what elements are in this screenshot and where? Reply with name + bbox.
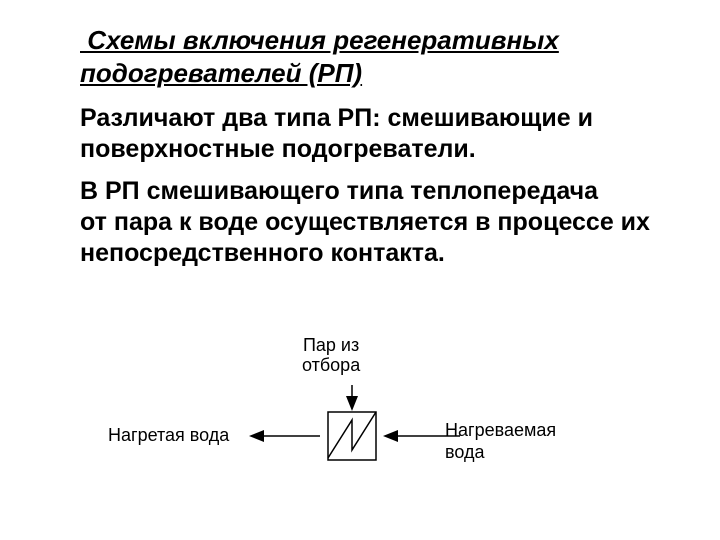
zigzag-icon — [328, 412, 376, 458]
slide-title: Схемы включения регенеративных подогрева… — [80, 24, 670, 89]
diagram-container: Пар из отбора Нагретая вода Нагреваемая … — [0, 330, 720, 530]
diagram-svg — [0, 330, 720, 530]
paragraph-2: В РП смешивающего типа теплопередачаот п… — [80, 176, 670, 270]
paragraph-1: Различают два типа РП: смешивающие и пов… — [80, 103, 670, 166]
